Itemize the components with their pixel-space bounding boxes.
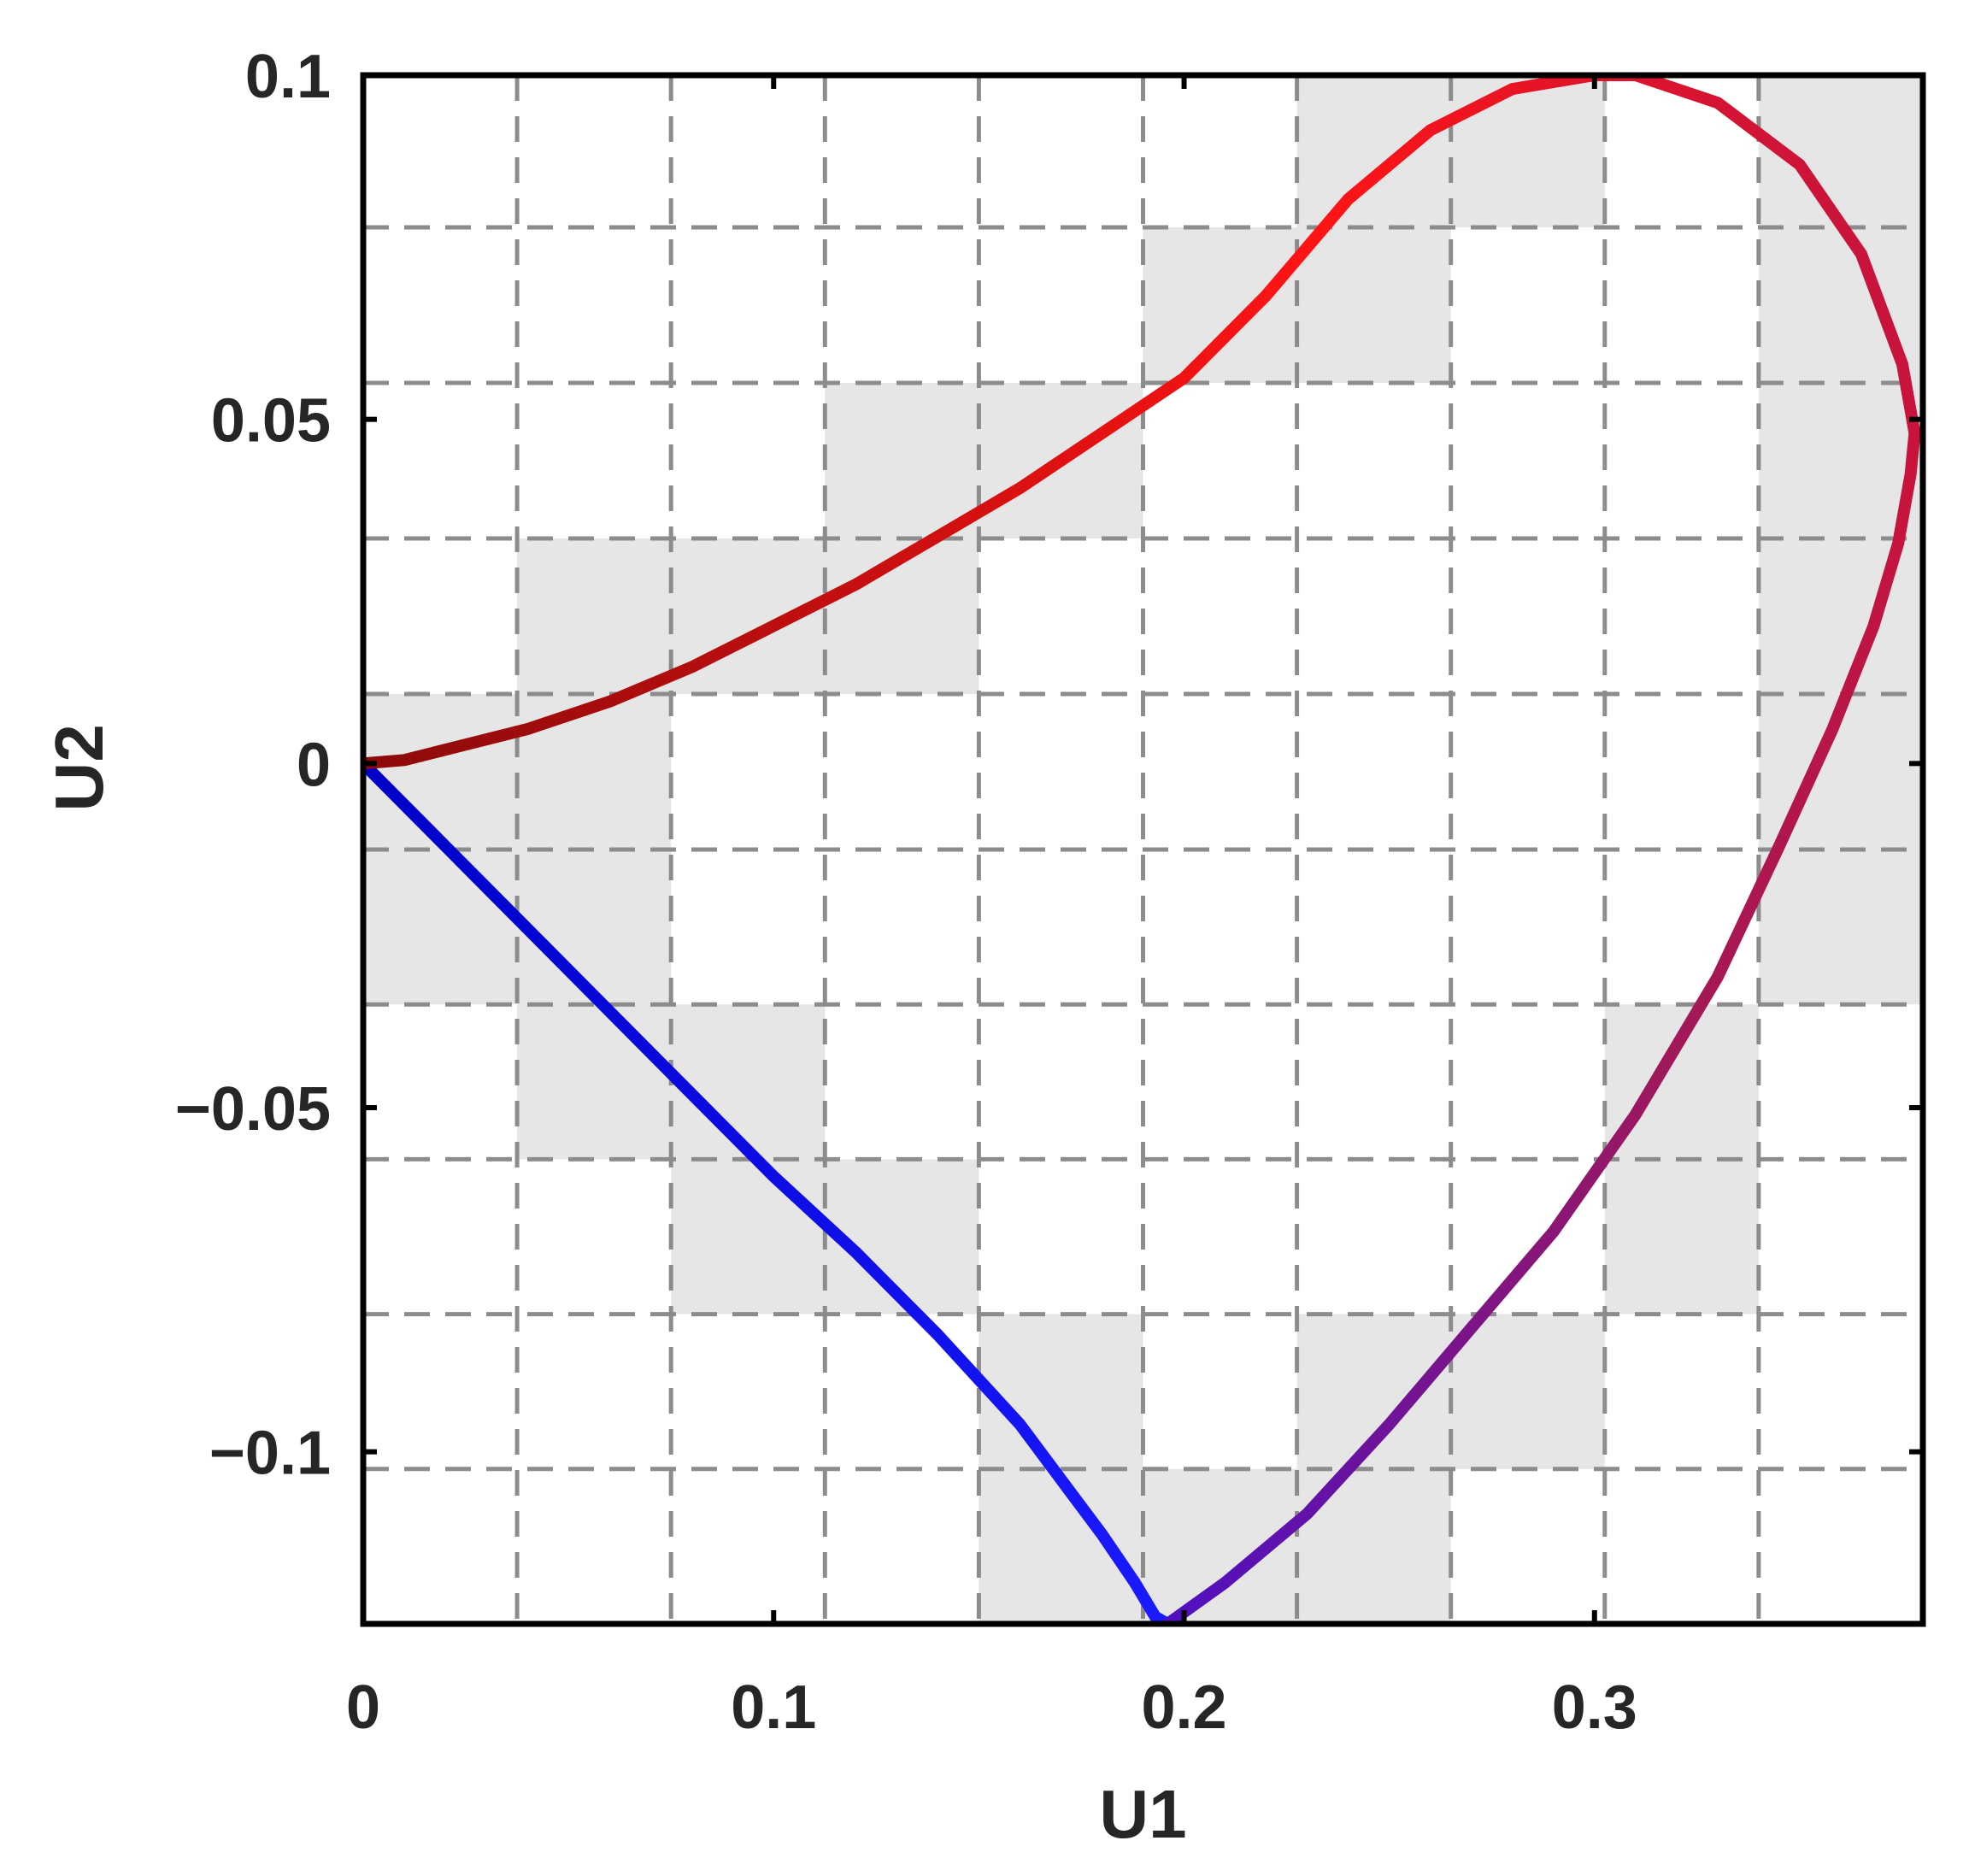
x-tick-labels: 0 0.1 0.2 0.3 [346,1673,1637,1742]
y-tick-label: 0.1 [245,43,331,111]
x-axis-label: U1 [1099,1776,1186,1852]
series-group [363,75,1921,1624]
x-tick-label: 0.2 [1141,1673,1226,1742]
y-tick-labels: −0.1 −0.05 0 0.05 0.1 [175,43,331,1488]
series-line [363,75,1921,770]
y-tick-label: −0.1 [209,1420,331,1488]
x-tick-label: 0.3 [1552,1673,1637,1742]
series-line [1161,426,1921,1624]
x-tick-label: 0.1 [731,1673,816,1742]
grid [363,75,1923,1624]
plot-frame [360,72,1926,1627]
y-tick-label: 0 [297,731,331,799]
x-tick-label: 0 [346,1673,380,1742]
y-tick-label: −0.05 [175,1075,331,1144]
y-tick-label: 0.05 [211,387,331,456]
y-axis-label: U2 [41,724,117,811]
series-line [363,757,1174,1624]
axis-ticks [361,73,1923,1624]
shaded-cell [517,538,979,694]
